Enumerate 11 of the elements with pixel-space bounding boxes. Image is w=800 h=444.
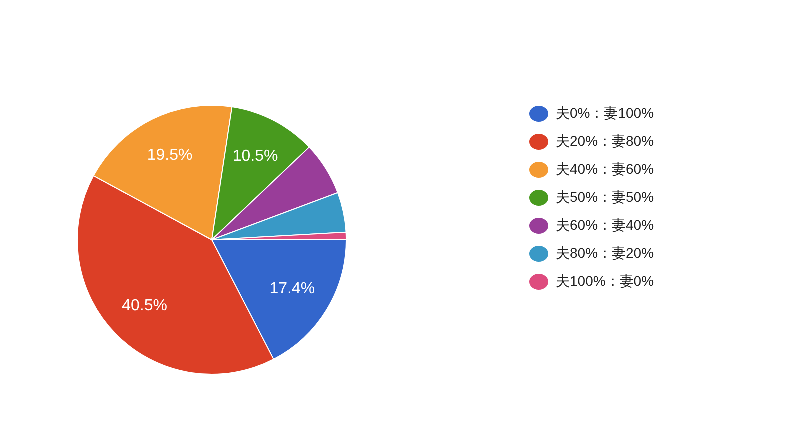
legend-label: 夫0%：妻100% [556, 104, 654, 121]
legend-label: 夫50%：妻50% [556, 188, 654, 205]
data-label: 19.5% [147, 147, 193, 164]
legend-label: 夫100%：妻0% [556, 272, 654, 289]
legend-label: 夫80%：妻20% [556, 244, 654, 261]
data-label: 40.5% [122, 297, 168, 314]
data-label: 10.5% [232, 148, 278, 165]
legend-label: 夫40%：妻60% [556, 160, 654, 177]
data-label: 17.4% [270, 280, 316, 298]
legend-label: 夫20%：妻80% [556, 132, 654, 149]
legend-label: 夫60%：妻40% [556, 216, 654, 233]
